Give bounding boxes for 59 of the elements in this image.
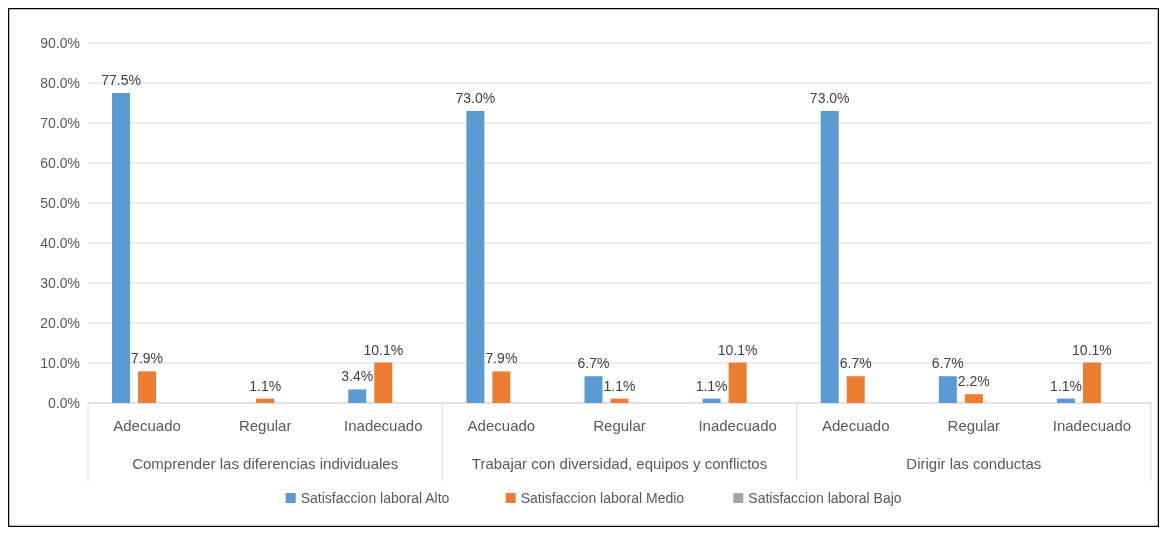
bar <box>728 362 747 403</box>
data-label: 73.0% <box>455 90 496 106</box>
y-tick-label: 70.0% <box>40 114 80 131</box>
data-label: 7.9% <box>485 350 518 367</box>
bar <box>348 389 367 403</box>
data-label: 1.1% <box>695 377 728 394</box>
x-tick-label: Regular <box>238 417 292 434</box>
text: Comprender las diferencias individuales <box>132 455 399 472</box>
legend-label: Satisfaccion laboral Medio <box>520 489 685 506</box>
bar <box>138 371 157 403</box>
x-tick-label: Regular <box>593 417 646 434</box>
x-tick-label: Inadecuado <box>698 417 777 434</box>
data-label: 1.1% <box>603 377 636 394</box>
bar <box>374 362 393 403</box>
bar <box>846 376 865 403</box>
text: Trabajar con diversidad, equipos y conflictos <box>471 455 768 472</box>
data-label: 73.0% <box>809 90 850 106</box>
data-label: 1.1% <box>1049 377 1082 394</box>
data-label: 1.1% <box>249 377 282 394</box>
legend-label: Satisfaccion laboral Bajo <box>748 489 902 506</box>
y-tick-label: 40.0% <box>40 234 80 251</box>
x-tick-label: Inadecuado <box>344 417 423 434</box>
bar <box>1056 398 1075 403</box>
bar <box>256 398 275 403</box>
data-label: 3.4% <box>341 368 374 385</box>
y-tick-label: 20.0% <box>40 314 80 331</box>
x-tick-label: Regular <box>947 417 1001 434</box>
bar <box>112 93 131 403</box>
data-label: 77.5% <box>101 72 141 88</box>
text: Dirigir las conductas <box>906 455 1042 472</box>
x-tick-label: Adecuado <box>467 417 536 434</box>
data-label: 6.7% <box>931 355 964 372</box>
data-label: 6.7% <box>577 355 610 372</box>
y-tick-label: 50.0% <box>40 194 80 211</box>
bar <box>584 376 603 403</box>
x-tick-label: Adecuado <box>113 417 181 434</box>
legend-label: Satisfaccion laboral Alto <box>300 489 450 506</box>
y-tick-label: 30.0% <box>40 274 80 291</box>
bar <box>702 398 721 403</box>
y-tick-label: 10.0% <box>40 354 80 371</box>
y-tick-label: 90.0% <box>40 34 80 51</box>
data-label: 6.7% <box>839 355 872 372</box>
bar <box>820 111 839 403</box>
data-label: 10.1% <box>717 341 758 358</box>
data-label: 2.2% <box>957 373 990 390</box>
bar <box>964 394 983 403</box>
bar <box>1082 362 1101 403</box>
y-tick-label: 80.0% <box>40 74 80 91</box>
bar <box>466 111 485 403</box>
data-label: 10.1% <box>1072 341 1112 358</box>
bar <box>610 398 629 403</box>
data-label: 10.1% <box>363 341 404 358</box>
bar <box>492 371 511 403</box>
x-tick-label: Inadecuado <box>1052 417 1132 434</box>
data-label: 7.9% <box>131 350 164 367</box>
y-tick-label: 0.0% <box>48 394 80 411</box>
x-tick-label: Adecuado <box>821 417 890 434</box>
bar <box>938 376 957 403</box>
y-tick-label: 60.0% <box>40 154 80 171</box>
